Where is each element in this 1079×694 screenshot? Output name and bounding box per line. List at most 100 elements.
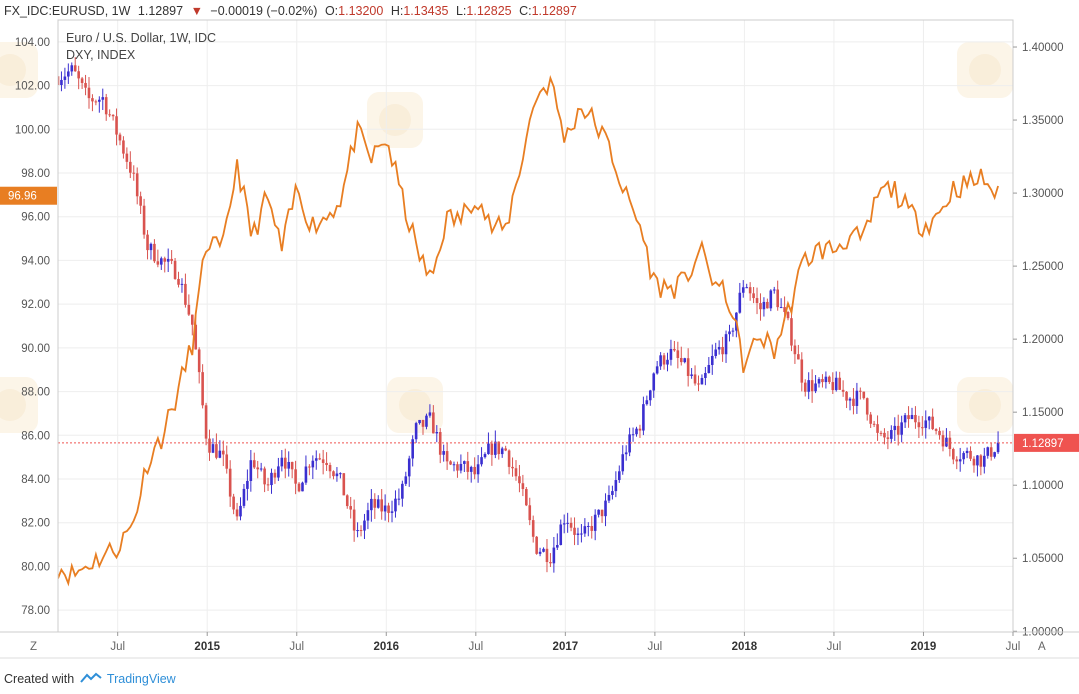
- right-axis-tick-label: 1.40000: [1022, 42, 1064, 54]
- candle-body: [762, 301, 766, 310]
- candle-body: [883, 432, 886, 438]
- candle-body: [986, 447, 990, 456]
- candle-body: [714, 349, 718, 356]
- legend-dxy[interactable]: DXY, INDEX: [66, 48, 136, 62]
- candle-body: [965, 450, 969, 454]
- auto-scale-right-button[interactable]: A: [1038, 641, 1046, 653]
- candle-body: [311, 460, 315, 468]
- watermark-logo-icon: [0, 377, 38, 433]
- watermark-logo-circle: [0, 389, 26, 421]
- candle-body: [421, 419, 425, 427]
- candle-body: [139, 196, 142, 206]
- candle-body: [497, 441, 501, 455]
- watermark-logo-icon: [387, 377, 443, 433]
- candle-body: [142, 205, 146, 235]
- candle-body: [373, 498, 377, 508]
- candle-body: [903, 415, 907, 423]
- time-axis-tick-label: 2016: [373, 641, 399, 653]
- candle-body: [208, 438, 211, 453]
- candle-body: [70, 65, 74, 72]
- low-value: 1.12825: [466, 4, 512, 18]
- candle-body: [352, 509, 356, 531]
- candle-body: [938, 430, 941, 436]
- eurusd-last-price-badge: [1014, 433, 1079, 452]
- candle-body: [879, 432, 883, 434]
- candle-body: [187, 304, 191, 315]
- candle-body: [686, 358, 690, 376]
- candle-body: [893, 425, 897, 431]
- candle-body: [786, 311, 790, 319]
- candle-body: [638, 428, 642, 431]
- candle-body: [149, 243, 153, 251]
- created-with-label: Created with: [4, 672, 75, 686]
- candle-body: [945, 437, 948, 447]
- candle-body: [593, 514, 597, 531]
- candle-body: [153, 243, 156, 262]
- candle-body: [359, 530, 363, 532]
- candle-body: [204, 405, 208, 439]
- time-axis-tick-label: 2018: [732, 641, 758, 653]
- candle-body: [590, 525, 594, 531]
- candle-body: [721, 346, 724, 355]
- candle-body: [566, 522, 569, 524]
- candle-body: [194, 324, 198, 350]
- candle-body: [211, 444, 215, 453]
- candle-body: [583, 526, 587, 534]
- candle-body: [135, 173, 139, 197]
- candle-body: [745, 287, 749, 289]
- candle-body: [290, 461, 294, 470]
- candle-body: [859, 390, 862, 392]
- legend-eurusd[interactable]: Euro / U.S. Dollar, 1W, IDC: [66, 31, 217, 45]
- candle-body: [318, 458, 322, 460]
- candle-body: [831, 382, 835, 391]
- candle-body: [332, 471, 335, 477]
- candle-body: [218, 450, 222, 458]
- candle-body: [559, 524, 563, 546]
- watermark-logo-circle: [0, 54, 26, 86]
- right-axis-tick-label: 1.05000: [1022, 553, 1064, 565]
- time-axis[interactable]: Jul 2015 Jul 2016 Jul 2017 Jul 2018 Jul 2019 Jul: [0, 631, 1079, 659]
- candle-body: [277, 466, 280, 478]
- candle-body: [283, 457, 287, 469]
- auto-scale-left-button[interactable]: Z: [30, 641, 37, 653]
- left-price-axis[interactable]: 78.00 80.00 82.00 84.00 86.00 88.00 90.00 92.00…: [15, 37, 50, 617]
- candle-body: [235, 509, 239, 517]
- candle-body: [449, 461, 452, 465]
- eurusd-last-price-label: 1.12897: [1022, 438, 1064, 450]
- watermark-logo-circle: [379, 104, 411, 136]
- left-axis-tick-label: 84.00: [21, 474, 50, 486]
- candle-body: [494, 441, 497, 455]
- candle-body: [941, 435, 945, 447]
- time-axis-tick-label: Jul: [110, 641, 125, 653]
- candle-body: [184, 283, 187, 305]
- candle-body: [263, 468, 266, 485]
- candle-body: [308, 466, 311, 468]
- candle-body: [442, 451, 445, 455]
- candle-body: [542, 548, 545, 552]
- candle-body: [662, 355, 666, 365]
- candle-body: [528, 505, 532, 521]
- candle-body: [738, 292, 742, 313]
- right-axis-tick-label: 1.20000: [1022, 334, 1064, 346]
- time-axis-tick-label: Jul: [1006, 641, 1021, 653]
- tradingview-brand-link[interactable]: TradingView: [106, 672, 176, 686]
- candle-body: [325, 462, 328, 466]
- open-label: O:: [324, 4, 339, 18]
- candle-body: [886, 437, 890, 439]
- right-price-axis[interactable]: 1.000001.050001.100001.150001.200001.250…: [1013, 42, 1064, 638]
- candle-body: [976, 455, 979, 466]
- last-price: 1.12897: [137, 4, 184, 18]
- watermark-logo-circle: [399, 389, 431, 421]
- chart-legend: Euro / U.S. Dollar, 1W, IDC DXY, INDEX: [66, 30, 216, 64]
- candle-body: [349, 506, 352, 510]
- candle-body: [666, 359, 669, 365]
- candle-body: [394, 498, 397, 512]
- candle-body: [383, 505, 387, 512]
- candle-body: [690, 374, 693, 376]
- candle-body: [793, 345, 797, 355]
- watermark-logo-icon: [0, 42, 38, 98]
- left-axis-tick-label: 100.00: [15, 124, 50, 136]
- candle-body: [683, 358, 687, 363]
